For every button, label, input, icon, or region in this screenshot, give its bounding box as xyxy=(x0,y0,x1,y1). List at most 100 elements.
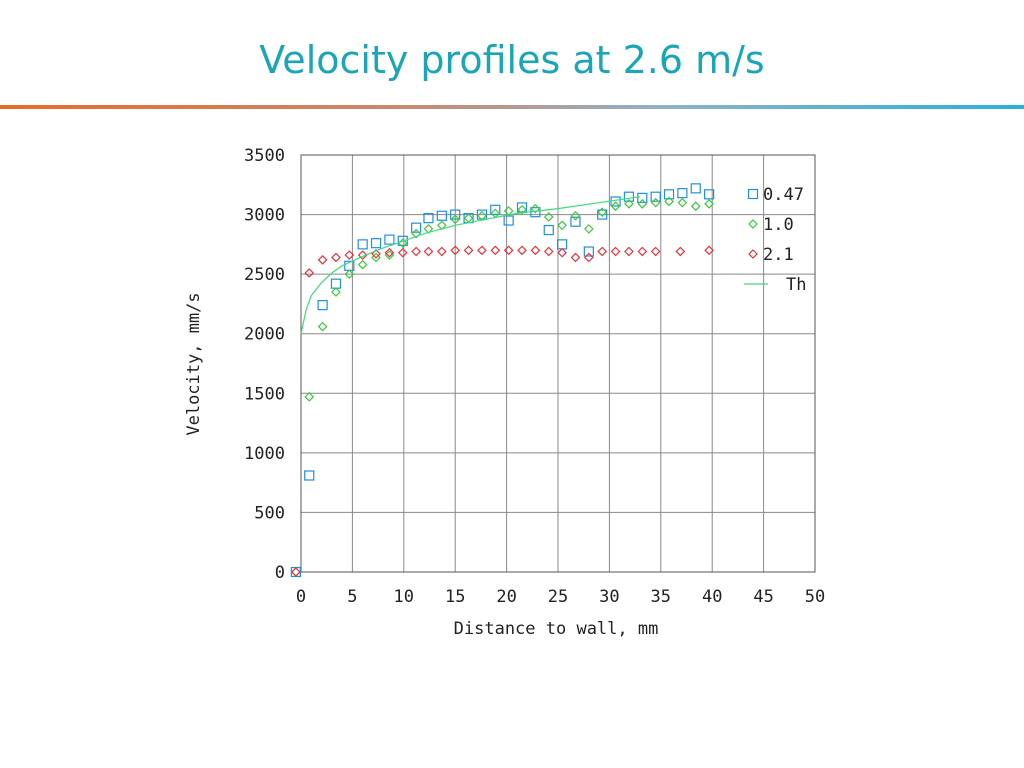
series-1-0-point xyxy=(490,208,501,219)
x-tick-label: 5 xyxy=(347,587,357,607)
title-divider xyxy=(0,105,1024,109)
series-2-1-point xyxy=(675,246,686,257)
y-tick-label: 0 xyxy=(275,563,285,583)
series-1-0-point xyxy=(304,392,315,402)
legend-swatch xyxy=(748,219,758,229)
x-tick-label: 0 xyxy=(296,587,306,607)
series-1-0-point xyxy=(517,204,527,215)
series-0-47-point xyxy=(570,216,581,227)
series-0-47-point xyxy=(450,209,461,220)
legend: 0.47 1.0 2.1 Th xyxy=(744,185,806,295)
series-1-0-point xyxy=(570,210,581,221)
x-tick-label: 25 xyxy=(548,587,568,607)
series-2-1-point xyxy=(557,247,567,258)
slide-title: Velocity profiles at 2.6 m/s xyxy=(259,38,765,82)
y-tick-label: 3500 xyxy=(244,146,285,166)
series-0-47-point xyxy=(503,215,514,226)
series-0-47-point xyxy=(637,192,648,203)
legend-label: Th xyxy=(786,275,806,295)
x-tick-label: 50 xyxy=(805,587,825,607)
series-2-1-point xyxy=(583,252,594,263)
series-2-1-point xyxy=(490,245,501,256)
series-1-0-point xyxy=(344,269,355,279)
y-tick-label: 2500 xyxy=(244,265,285,285)
series-1-0-point xyxy=(331,287,341,297)
series-1-0-point xyxy=(291,567,301,577)
series-1-0-point xyxy=(583,224,594,234)
legend-label: 2.1 xyxy=(763,245,794,265)
y-tick-label: 1000 xyxy=(244,444,285,464)
series-1-0-point xyxy=(637,199,648,209)
series-2-1-point xyxy=(436,246,447,257)
series-2-1-point xyxy=(331,252,341,263)
series-0-47-point xyxy=(663,189,675,200)
series-1-0-point xyxy=(557,220,567,231)
legend-swatch xyxy=(747,188,759,200)
series-0-47-point xyxy=(543,224,554,236)
series-1-0-point xyxy=(650,197,661,208)
series-2-1-point xyxy=(344,250,355,260)
series-0-47-point xyxy=(677,188,688,199)
series-0-47-point xyxy=(397,235,408,246)
series-2-1-point xyxy=(650,246,661,257)
series-0-47-point xyxy=(516,202,528,213)
x-tick-label: 10 xyxy=(394,587,414,607)
series-1-0-point xyxy=(597,207,608,218)
series-0-47-point xyxy=(623,191,635,202)
series-2-1-point xyxy=(291,567,301,577)
y-axis-label: Velocity, mm/s xyxy=(184,292,204,435)
series-2-1-point xyxy=(637,246,648,257)
series-2-1-point xyxy=(357,250,368,260)
series-0-47-point xyxy=(704,189,715,200)
series-0-47-point xyxy=(690,183,701,194)
x-axis-label: Distance to wall, mm xyxy=(454,619,659,639)
series-0-47-point xyxy=(650,191,661,202)
legend-label: 0.47 xyxy=(763,185,804,205)
series-2-1-point xyxy=(384,247,395,258)
series-0-47-point xyxy=(583,246,594,257)
series-1-0-point xyxy=(664,196,674,207)
series-1-0-point xyxy=(450,214,461,225)
series-0-47-point xyxy=(411,222,422,233)
series-2-1-point xyxy=(517,245,527,256)
series-1-0-point xyxy=(503,206,514,216)
series-2-1-point xyxy=(397,247,408,258)
series-2-1-point xyxy=(463,245,474,256)
series-2-1-point xyxy=(317,254,328,265)
series-0-47-point xyxy=(330,278,342,289)
series-0-47-point xyxy=(490,204,501,215)
series-2-1-point xyxy=(530,245,541,256)
x-tick-label: 45 xyxy=(753,587,773,607)
series-2-1-point xyxy=(570,252,581,263)
series-2-1-point xyxy=(477,245,487,256)
series-2-1-point xyxy=(543,246,554,257)
series-1-0-point xyxy=(411,228,421,239)
x-tick-label: 35 xyxy=(651,587,671,607)
series-0-47-point xyxy=(304,470,315,481)
series-2-1-point xyxy=(503,245,514,256)
series-1-0-point xyxy=(543,212,554,222)
series-2-1-point xyxy=(304,268,315,278)
series-1-0-point xyxy=(317,321,328,332)
series-2-1-point xyxy=(624,246,634,257)
series-2-1-point xyxy=(597,246,608,257)
series-0-47-point xyxy=(370,238,382,249)
legend-label: 1.0 xyxy=(763,215,794,235)
x-tick-label: 15 xyxy=(445,587,465,607)
series-0-47-point xyxy=(423,213,434,224)
mark-layer xyxy=(290,183,715,578)
legend-swatch xyxy=(748,249,758,259)
series-1-0-point xyxy=(463,213,474,223)
tick-layer: 0 5 10 15 20 25 30 35 40 45 5005001000150020002500… xyxy=(244,146,825,607)
series-1-0-point xyxy=(624,199,634,209)
series-th-line xyxy=(300,196,641,334)
series-2-1-point xyxy=(423,246,434,257)
series-1-0-point xyxy=(610,201,621,212)
series-0-47-point xyxy=(384,234,395,245)
series-0-47-point xyxy=(357,239,368,250)
x-tick-label: 30 xyxy=(599,587,619,607)
series-1-0-point xyxy=(371,252,381,263)
series-2-1-point xyxy=(450,245,461,256)
series-0-47-point xyxy=(597,209,608,220)
